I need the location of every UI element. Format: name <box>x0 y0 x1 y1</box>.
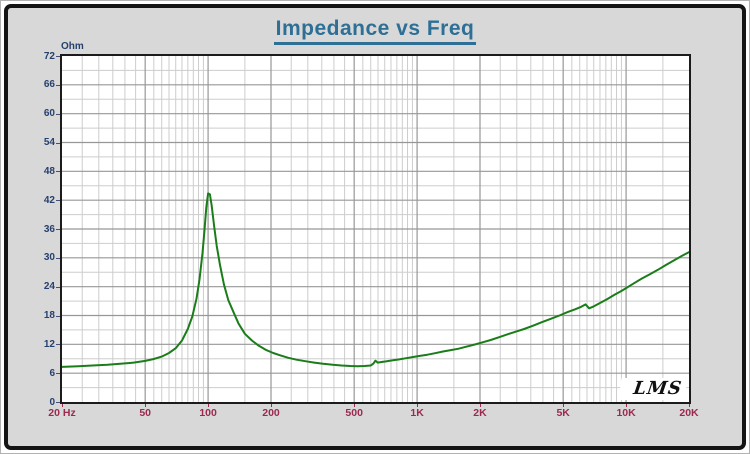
x-axis-tick <box>354 404 356 407</box>
x-axis-tick <box>271 404 272 407</box>
y-axis-tick <box>56 315 60 317</box>
x-axis-tick-label: 100 <box>199 407 217 419</box>
y-axis-unit-label: Ohm <box>61 41 84 52</box>
y-axis-tick-label: 42 <box>43 194 55 206</box>
x-axis-tick-label: 10K <box>616 407 636 419</box>
lms-logo: LMS <box>618 378 688 400</box>
y-axis-tick <box>56 257 60 259</box>
y-axis-tick <box>56 344 60 346</box>
chart-title-text: Impedance vs Freq <box>273 17 477 45</box>
x-axis-tick-label: 20K <box>679 407 699 419</box>
plot-area <box>60 54 691 404</box>
y-axis-tick <box>56 84 60 86</box>
x-axis-tick <box>145 404 147 407</box>
chart-title: Impedance vs Freq <box>0 17 750 45</box>
y-axis-tick-label: 48 <box>43 165 55 177</box>
impedance-curve-chart <box>62 56 689 402</box>
y-axis-tick <box>56 113 60 115</box>
y-axis-tick <box>56 373 60 375</box>
y-axis-tick-label: 12 <box>43 338 55 350</box>
impedance-curve <box>62 192 689 368</box>
y-axis-tick-label: 66 <box>43 79 55 91</box>
y-axis-tick-label: 24 <box>43 281 55 293</box>
x-axis-tick-label: 50 <box>139 407 151 419</box>
x-axis-tick-label: 200 <box>262 407 280 419</box>
x-axis-tick-label: 20 Hz <box>48 407 76 419</box>
x-axis-tick <box>563 404 565 407</box>
x-axis-tick <box>689 404 690 407</box>
x-axis-tick <box>626 404 628 407</box>
y-axis-tick <box>56 171 60 173</box>
y-axis-tick-label: 30 <box>43 252 55 264</box>
x-axis-tick <box>62 404 63 407</box>
y-axis-tick <box>56 402 60 403</box>
x-axis-tick-label: 2K <box>473 407 487 419</box>
x-axis-tick-label: 5K <box>556 407 570 419</box>
y-axis-tick-label: 0 <box>49 396 55 408</box>
y-axis-tick-label: 60 <box>43 108 55 120</box>
x-axis-tick-label: 1K <box>410 407 424 419</box>
y-axis-tick-label: 72 <box>43 50 55 62</box>
x-axis-tick <box>208 404 210 407</box>
x-axis-tick <box>417 404 419 407</box>
x-axis-tick-label: 500 <box>345 407 363 419</box>
y-axis-tick-label: 36 <box>43 223 55 235</box>
y-axis-tick <box>56 229 60 230</box>
y-axis-tick-label: 6 <box>49 367 55 379</box>
y-axis-tick <box>56 286 60 288</box>
y-axis-tick <box>56 56 60 57</box>
y-axis-tick <box>56 200 60 202</box>
y-axis-tick-label: 18 <box>43 310 55 321</box>
x-axis-tick <box>480 404 481 407</box>
y-axis-tick-label: 54 <box>43 137 55 148</box>
y-axis-tick <box>56 142 60 144</box>
